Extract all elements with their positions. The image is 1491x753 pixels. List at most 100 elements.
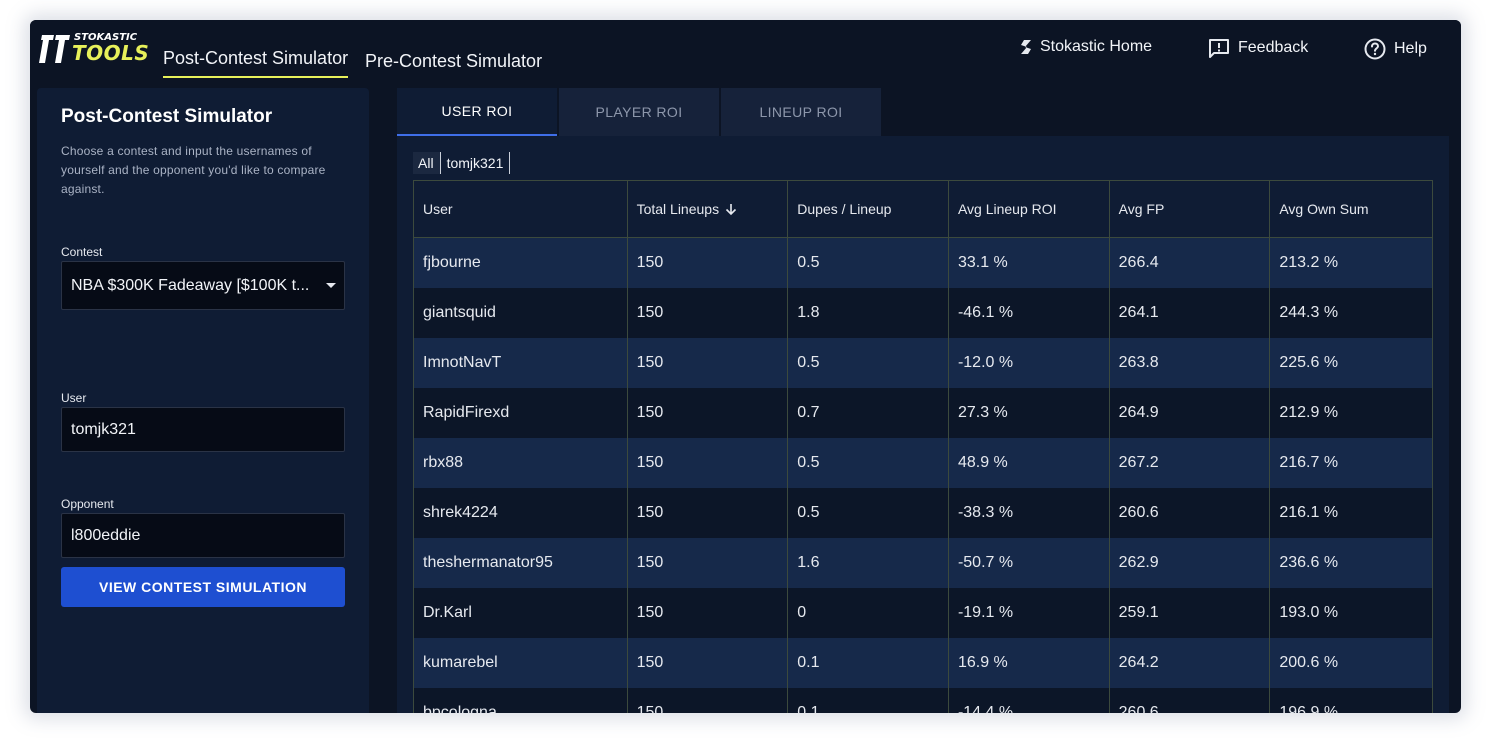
stokastic-logo-icon [1021,40,1031,54]
table-row[interactable]: rbx88 150 0.5 48.9 % 267.2 216.7 % [414,438,1432,488]
cell-user: Dr.Karl [414,588,628,638]
view-contest-simulation-button[interactable]: VIEW CONTEST SIMULATION [61,567,345,607]
cell-total-lineups: 150 [628,688,789,713]
table-row[interactable]: shrek4224 150 0.5 -38.3 % 260.6 216.1 % [414,488,1432,538]
cell-avg-fp: 267.2 [1110,438,1271,488]
cell-user: rbx88 [414,438,628,488]
table-row[interactable]: theshermanator95 150 1.6 -50.7 % 262.9 236.6 … [414,538,1432,588]
sidebar-description: Choose a contest and input the usernames… [61,144,326,196]
column-header-label: Total Lineups [636,201,720,217]
tab-user-roi[interactable]: USER ROI [397,88,557,136]
nav-tab-post-contest[interactable]: Post-Contest Simulator [163,48,349,78]
cell-dupes-per-lineup: 0.5 [788,488,949,538]
table-row[interactable]: kumarebel 150 0.1 16.9 % 264.2 200.6 % [414,638,1432,688]
stokastic-home-link[interactable]: Stokastic Home [1020,38,1152,56]
opponent-input-value: l800eddie [71,526,141,544]
cell-avg-lineup-roi: -12.0 % [949,338,1110,388]
stokastic-tools-logo[interactable]: STOKASTIC TOOLS [38,30,149,68]
column-header-user[interactable]: User [414,181,628,237]
column-header-avg-fp[interactable]: Avg FP [1110,181,1271,237]
logo-text-bottom: TOOLS [72,41,150,65]
table-row[interactable]: ImnotNavT 150 0.5 -12.0 % 263.8 225.6 % [414,338,1432,388]
cell-avg-lineup-roi: -50.7 % [949,538,1110,588]
cell-avg-fp: 266.4 [1110,238,1271,288]
cell-avg-lineup-roi: 48.9 % [949,438,1110,488]
cell-dupes-per-lineup: 0.5 [788,438,949,488]
cell-dupes-per-lineup: 0.5 [788,338,949,388]
cell-avg-lineup-roi: -19.1 % [949,588,1110,638]
cell-dupes-per-lineup: 1.6 [788,538,949,588]
cell-user: bpcologna [414,688,628,713]
column-header-label: Dupes / Lineup [797,201,892,217]
user-roi-table: User Total Lineups Dupes / Lineup Avg Li… [413,180,1433,713]
contest-select-value: NBA $300K Fadeaway [$100K t... [71,276,310,294]
table-row[interactable]: RapidFirexd 150 0.7 27.3 % 264.9 212.9 % [414,388,1432,438]
cell-total-lineups: 150 [628,488,789,538]
opponent-label: Opponent [61,497,114,511]
cell-avg-own-sum: 225.6 % [1279,354,1339,371]
help-label: Help [1394,40,1427,57]
cell-avg-own-sum: 212.9 % [1279,404,1339,421]
cell-dupes-per-lineup: 0 [788,588,949,638]
table-row[interactable]: bpcologna 150 0.1 -14.4 % 260.6 196.9 % [414,688,1432,713]
cell-avg-fp: 264.2 [1110,638,1271,688]
table-row[interactable]: Dr.Karl 150 0 -19.1 % 259.1 193.0 % [414,588,1432,638]
feedback-link[interactable]: Feedback [1208,38,1308,58]
column-header-avg-own-sum[interactable]: Avg Own Sum [1270,181,1432,237]
column-header-avg-lineup-roi[interactable]: Avg Lineup ROI [949,181,1110,237]
sort-arrow-down-icon [726,203,737,215]
cell-dupes-per-lineup: 0.1 [788,638,949,688]
table-row[interactable]: fjbourne 150 0.5 33.1 % 266.4 213.2 % [414,238,1432,288]
column-header-label: User [423,201,453,217]
app-window: STOKASTIC TOOLS Post-Contest Simulator P… [30,20,1461,713]
logo-text-top: STOKASTIC [74,32,138,43]
contest-label: Contest [61,245,103,259]
nav-tab-pre-contest[interactable]: Pre-Contest Simulator [365,51,543,71]
cell-user: fjbourne [414,238,628,288]
cell-avg-lineup-roi: -46.1 % [949,288,1110,338]
column-header-dupes-per-lineup[interactable]: Dupes / Lineup [788,181,949,237]
cell-total-lineups: 150 [628,638,789,688]
cell-dupes-per-lineup: 0.1 [788,688,949,713]
help-link[interactable]: Help [1364,38,1427,60]
roi-tabs: USER ROI PLAYER ROI LINEUP ROI [397,88,881,136]
user-input-value: tomjk321 [71,420,136,438]
table-row[interactable]: giantsquid 150 1.8 -46.1 % 264.1 244.3 % [414,288,1432,338]
feedback-icon [1209,39,1229,58]
cell-dupes-per-lineup: 1.8 [788,288,949,338]
cell-user: kumarebel [414,638,628,688]
cell-avg-fp: 260.6 [1110,688,1271,713]
cell-avg-lineup-roi: 16.9 % [949,638,1110,688]
filter-chips: All tomjk321 [413,152,511,174]
column-header-label: Avg Lineup ROI [957,201,1057,217]
cell-avg-fp: 263.8 [1110,338,1271,388]
logo-mark-icon [39,35,70,63]
cell-total-lineups: 150 [628,338,789,388]
contest-select[interactable]: NBA $300K Fadeaway [$100K t... [61,261,345,310]
tab-player-roi[interactable]: PLAYER ROI [559,88,719,136]
filter-chip-user[interactable]: tomjk321 [441,152,511,174]
column-header-total-lineups[interactable]: Total Lineups [628,181,789,237]
user-input[interactable]: tomjk321 [61,407,345,452]
cell-total-lineups: 150 [628,388,789,438]
filter-chip-all[interactable]: All [413,152,441,174]
user-label: User [61,391,87,405]
cell-total-lineups: 150 [628,288,789,338]
sidebar-title: Post-Contest Simulator [61,106,273,127]
cell-avg-fp: 260.6 [1110,488,1271,538]
cell-avg-fp: 264.1 [1110,288,1271,338]
cell-avg-own-sum: 200.6 % [1279,654,1339,671]
help-circle-icon [1364,38,1386,60]
cell-dupes-per-lineup: 0.5 [788,238,949,288]
column-header-label: Avg FP [1118,201,1165,217]
tab-lineup-roi[interactable]: LINEUP ROI [721,88,881,136]
opponent-input[interactable]: l800eddie [61,513,345,558]
cell-avg-own-sum: 236.6 % [1279,554,1339,571]
results-panel: All tomjk321 User Total Lineups Dupes / … [397,136,1449,713]
cell-user: RapidFirexd [414,388,628,438]
cell-avg-own-sum: 216.7 % [1279,454,1339,471]
feedback-label: Feedback [1238,39,1309,56]
stokastic-home-label: Stokastic Home [1040,38,1153,55]
cell-dupes-per-lineup: 0.7 [788,388,949,438]
cell-avg-own-sum: 196.9 % [1279,704,1339,713]
